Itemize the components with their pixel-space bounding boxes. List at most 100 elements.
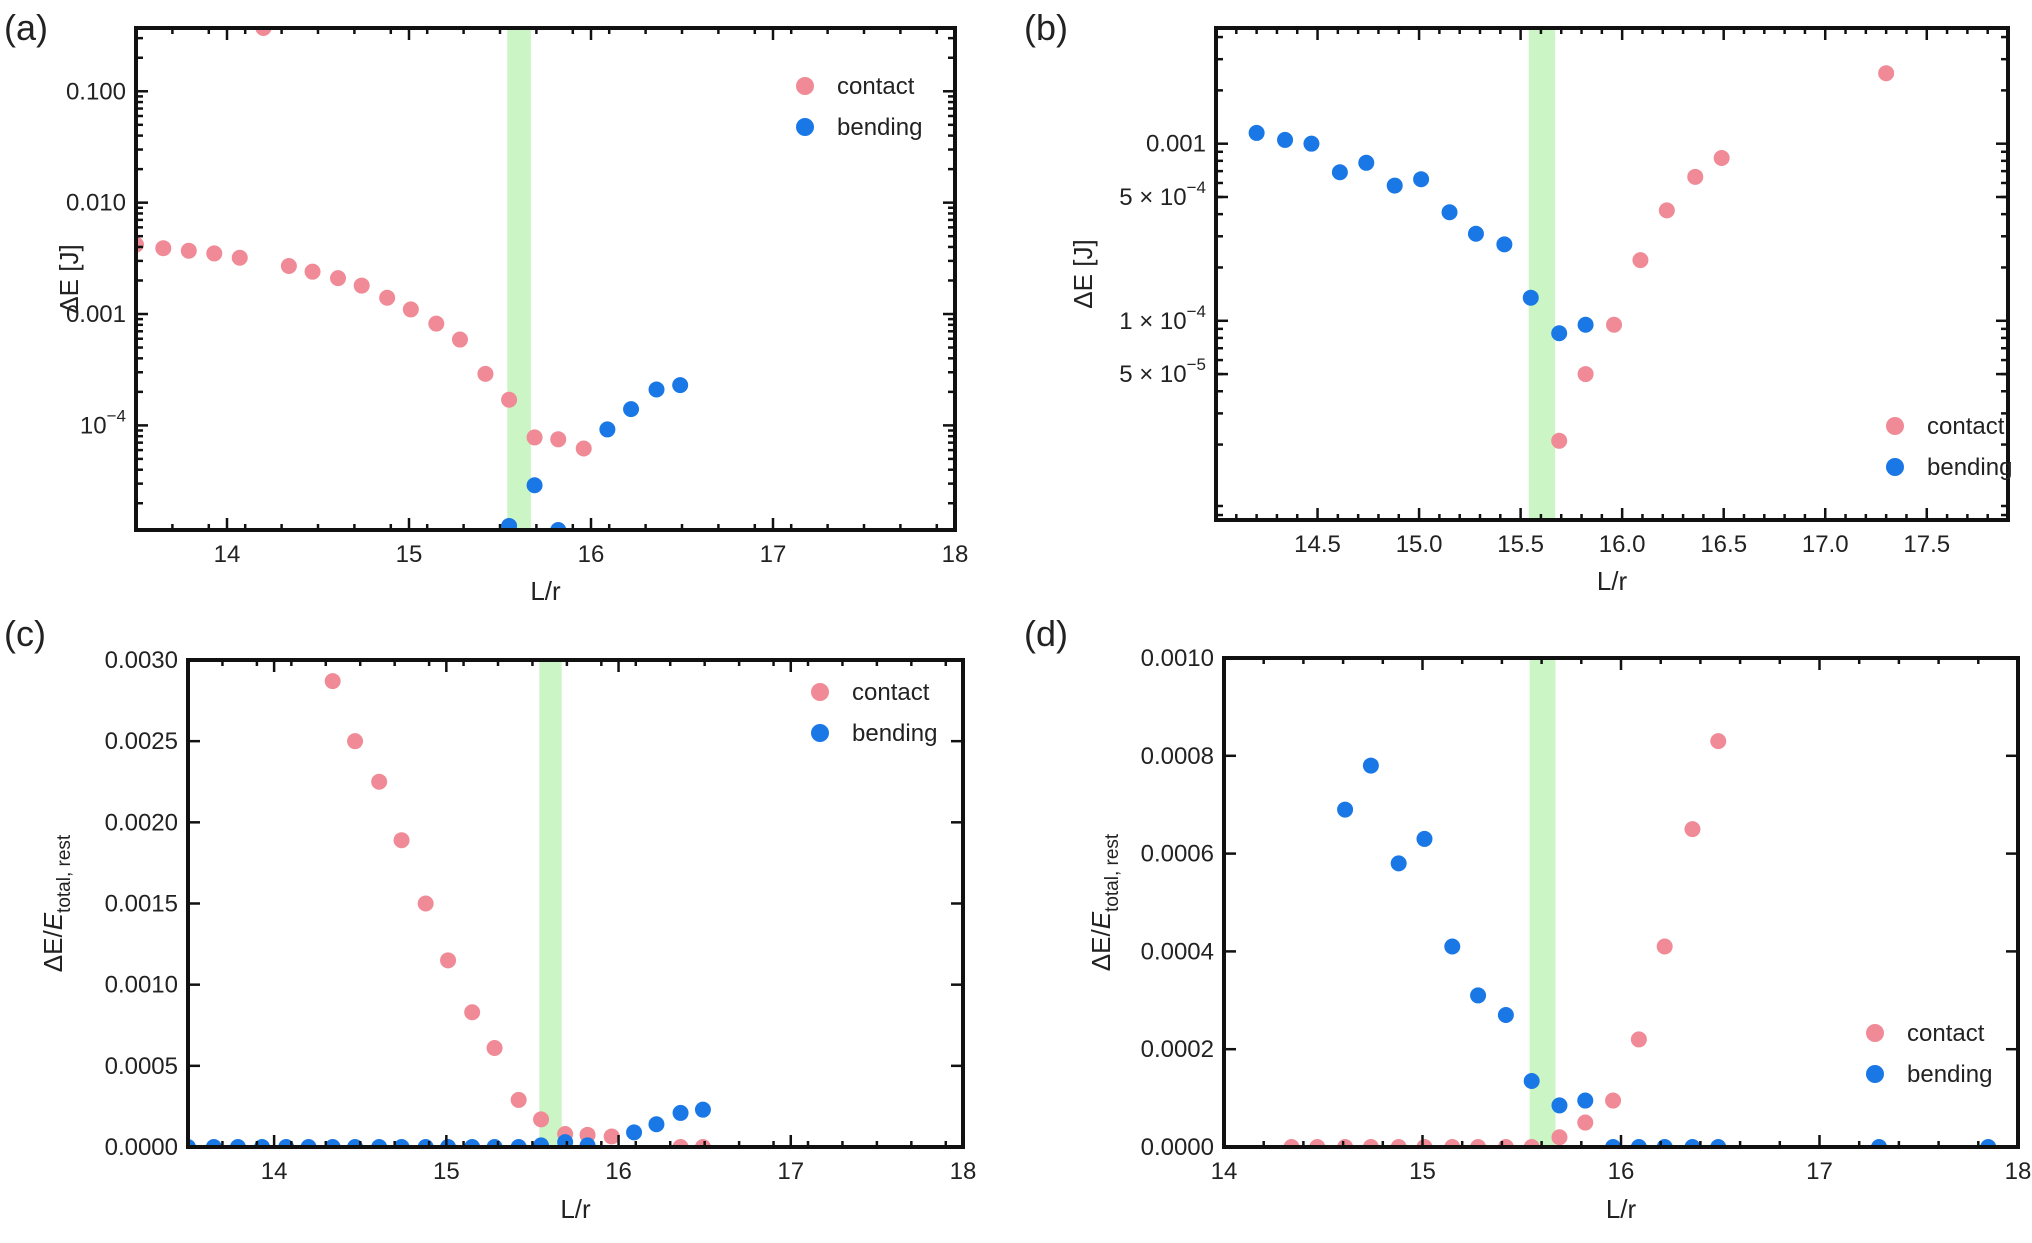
- legend-label-bending: bending: [837, 114, 922, 141]
- point-bending: [1496, 236, 1513, 253]
- y-tick-label: 0.0025: [105, 728, 178, 755]
- x-tick-label: 15.5: [1497, 531, 1544, 558]
- x-axis-label: L/r: [1597, 566, 1628, 596]
- point-bending: [1470, 987, 1487, 1004]
- point-bending: [1413, 171, 1430, 188]
- point-bending: [1337, 801, 1354, 818]
- point-bending: [1577, 1092, 1594, 1109]
- point-contact: [1551, 432, 1568, 449]
- legend-marker-bending: [796, 118, 814, 136]
- x-tick-label: 17.0: [1802, 531, 1849, 558]
- y-tick-label: 0.001: [66, 301, 126, 328]
- point-contact: [1658, 202, 1675, 219]
- panel-label: (a): [4, 7, 48, 48]
- point-bending: [1441, 204, 1458, 221]
- y-tick-label: 0.0020: [105, 809, 178, 836]
- point-contact: [324, 673, 341, 690]
- point-bending: [648, 1116, 665, 1133]
- point-bending: [557, 1134, 574, 1147]
- point-contact: [304, 263, 321, 280]
- point-bending: [623, 401, 640, 418]
- x-tick-label: 16: [578, 541, 605, 568]
- x-tick-label: 18: [2005, 1158, 2032, 1185]
- x-tick-label: 15: [1409, 1158, 1436, 1185]
- point-contact: [353, 277, 370, 294]
- x-tick-label: 15.0: [1396, 531, 1443, 558]
- y-tick-label: 5 × 10−4: [1119, 178, 1206, 211]
- y-axis-label: ΔE/Etotal, rest: [1086, 833, 1123, 971]
- point-contact: [1551, 1129, 1568, 1146]
- point-bending: [579, 1137, 596, 1147]
- x-tick-label: 15: [396, 541, 423, 568]
- point-bending: [1362, 757, 1379, 774]
- point-bending: [599, 421, 616, 438]
- point-contact: [1605, 1092, 1622, 1109]
- point-bending: [1467, 225, 1484, 242]
- y-tick-label: 0.0008: [1141, 743, 1214, 770]
- transition-band: [539, 660, 562, 1147]
- y-tick-label: 0.0015: [105, 891, 178, 918]
- point-contact: [510, 1091, 527, 1108]
- point-bending: [1577, 316, 1594, 333]
- x-tick-label: 16: [605, 1158, 632, 1185]
- point-contact: [428, 315, 445, 332]
- legend-label-contact: contact: [1907, 1020, 1985, 1047]
- y-tick-label: 0.100: [66, 78, 126, 105]
- x-tick-label: 18: [950, 1158, 977, 1185]
- transition-band: [1528, 28, 1556, 520]
- point-contact: [575, 440, 592, 457]
- panel-label: (c): [4, 613, 46, 654]
- point-bending: [1386, 177, 1403, 194]
- point-contact: [280, 257, 297, 274]
- point-contact: [501, 391, 518, 408]
- legend-marker-contact: [811, 683, 829, 701]
- y-tick-label: 1 × 10−4: [1119, 302, 1206, 335]
- x-tick-label: 14.5: [1294, 531, 1341, 558]
- y-axis-label: ΔE/Etotal, rest: [38, 834, 75, 972]
- point-bending: [1497, 1006, 1514, 1023]
- point-bending: [694, 1101, 711, 1118]
- x-tick-label: 16: [1608, 1158, 1635, 1185]
- point-contact: [440, 952, 457, 969]
- x-tick-label: 14: [214, 541, 241, 568]
- legend-marker-contact: [1886, 417, 1904, 435]
- point-bending: [533, 1137, 550, 1147]
- x-axis-label: L/r: [1606, 1194, 1637, 1224]
- y-axis-label: ΔE [J]: [1068, 239, 1098, 308]
- y-tick-label: 0.0010: [1141, 645, 1214, 672]
- data-points: [1283, 733, 1997, 1147]
- point-contact: [155, 240, 172, 257]
- point-bending: [1523, 1072, 1540, 1089]
- point-contact: [1684, 821, 1701, 838]
- panel-label: (d): [1024, 613, 1068, 654]
- point-contact: [486, 1039, 503, 1056]
- x-tick-label: 17: [777, 1158, 804, 1185]
- y-tick-label: 0.001: [1146, 131, 1206, 158]
- x-tick-label: 17: [1806, 1158, 1833, 1185]
- x-tick-label: 17.5: [1903, 531, 1950, 558]
- x-tick-label: 16.0: [1599, 531, 1646, 558]
- point-contact: [464, 1004, 481, 1021]
- point-contact: [231, 249, 248, 266]
- point-contact: [1713, 150, 1730, 167]
- x-axis-label: L/r: [530, 576, 561, 606]
- data-points: [188, 673, 711, 1147]
- legend-marker-contact: [1866, 1024, 1884, 1042]
- y-tick-label: 0.0000: [105, 1134, 178, 1161]
- y-tick-label: 5 × 10−5: [1119, 355, 1206, 388]
- point-bending: [1358, 154, 1375, 171]
- point-contact: [451, 331, 468, 348]
- point-bending: [1277, 131, 1294, 148]
- point-contact: [1632, 252, 1649, 269]
- point-contact: [393, 832, 410, 849]
- point-bending: [1390, 855, 1407, 872]
- plot-frame: [1222, 656, 2020, 1149]
- point-bending: [1331, 164, 1348, 181]
- transition-band: [1529, 658, 1556, 1147]
- point-contact: [417, 895, 434, 912]
- y-tick-label: 0.010: [66, 190, 126, 217]
- x-tick-label: 14: [261, 1158, 288, 1185]
- point-contact: [603, 1128, 620, 1145]
- point-bending: [1551, 1097, 1568, 1114]
